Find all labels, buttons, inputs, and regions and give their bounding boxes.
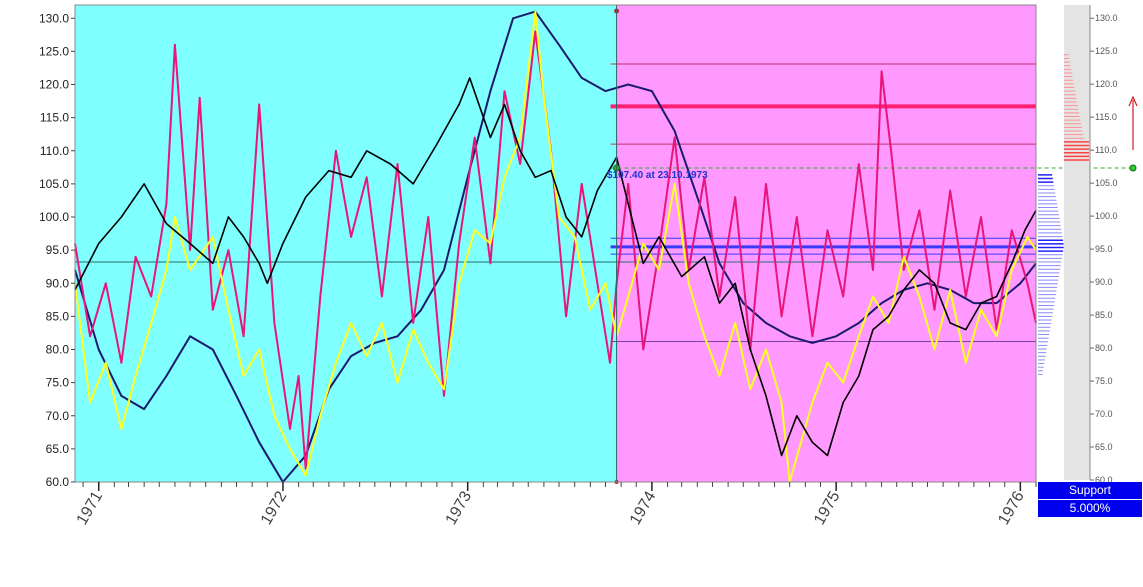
x-tick-label: 1975	[811, 488, 844, 527]
histogram-tick-label: 65.0	[1095, 442, 1113, 452]
histogram-tick-label: 80.0	[1095, 343, 1113, 353]
level-end-marker	[1129, 164, 1137, 172]
x-axis: 1971 1972 1973 1974 1975 1976	[74, 482, 1037, 528]
y-tick-label: 70.0	[46, 409, 70, 423]
x-tick-label: 1976	[995, 488, 1028, 527]
support-percent-value[interactable]: 5.000%	[1038, 500, 1142, 517]
x-tick-label: 1971	[74, 488, 107, 527]
y-tick-label: 100.0	[39, 210, 69, 224]
y-tick-label: 110.0	[40, 144, 69, 158]
histogram-tick-label: 120.0	[1095, 79, 1118, 89]
histogram-tick-label: 75.0	[1095, 376, 1113, 386]
y-tick-label: 105.0	[39, 177, 69, 191]
horizontal-levels	[75, 63, 1133, 343]
support-button[interactable]: Support	[1038, 482, 1142, 499]
y-tick-label: 130.0	[39, 11, 69, 25]
histogram-tick-label: 90.0	[1095, 277, 1113, 287]
y-tick-label: 65.0	[46, 442, 70, 456]
series-line-price	[74, 77, 1037, 457]
y-tick-label: 85.0	[46, 309, 70, 323]
histogram-tick-label: 105.0	[1095, 178, 1118, 188]
up-arrow-icon	[1128, 95, 1138, 150]
cursor-price-readout: $107.40 at 23.10.1973	[607, 170, 708, 181]
series-layer	[74, 8, 1137, 484]
y-tick-label: 120.0	[39, 78, 69, 92]
x-tick-label: 1972	[258, 488, 291, 527]
x-tick-label: 1973	[443, 488, 476, 527]
arrow-head	[1128, 95, 1138, 107]
histogram-tick-label: 60.0	[1095, 475, 1113, 485]
histogram-tick-label: 125.0	[1095, 46, 1118, 56]
histogram-tick-label: 95.0	[1095, 244, 1113, 254]
y-tick-label: 75.0	[46, 376, 70, 390]
series-line-cycle_navy	[74, 10, 1037, 483]
histogram-tick-label: 130.0	[1095, 13, 1118, 23]
histogram-tick-label: 70.0	[1095, 409, 1113, 419]
histogram-tick-label: 115.0	[1095, 112, 1117, 122]
y-tick-label: 90.0	[46, 276, 70, 290]
histogram-tick-label: 110.0	[1095, 145, 1117, 155]
support-resistance-histogram: 60.0 65.0 70.0 75.0 80.0 85.0 90.0 95.0 100.0 105…	[1038, 5, 1118, 485]
y-tick-label: 115.0	[40, 111, 69, 125]
histogram-tick-label: 85.0	[1095, 310, 1113, 320]
histogram-tick-label: 100.0	[1095, 211, 1118, 221]
x-tick-label: 1974	[627, 488, 660, 527]
plot-frame	[74, 4, 1037, 483]
y-tick-label: 60.0	[46, 475, 70, 489]
past-background	[75, 5, 617, 482]
y-tick-label: 80.0	[46, 343, 70, 357]
series-line-cycle_yellow	[74, 10, 1037, 483]
y-axis: 60.0 65.0 70.0 75.0 80.0 85.0 90.0 95.0 100.0 105…	[39, 11, 75, 489]
y-tick-label: 95.0	[46, 243, 70, 257]
series-line-cycle_magenta	[74, 30, 1037, 470]
y-tick-label: 125.0	[39, 44, 69, 58]
